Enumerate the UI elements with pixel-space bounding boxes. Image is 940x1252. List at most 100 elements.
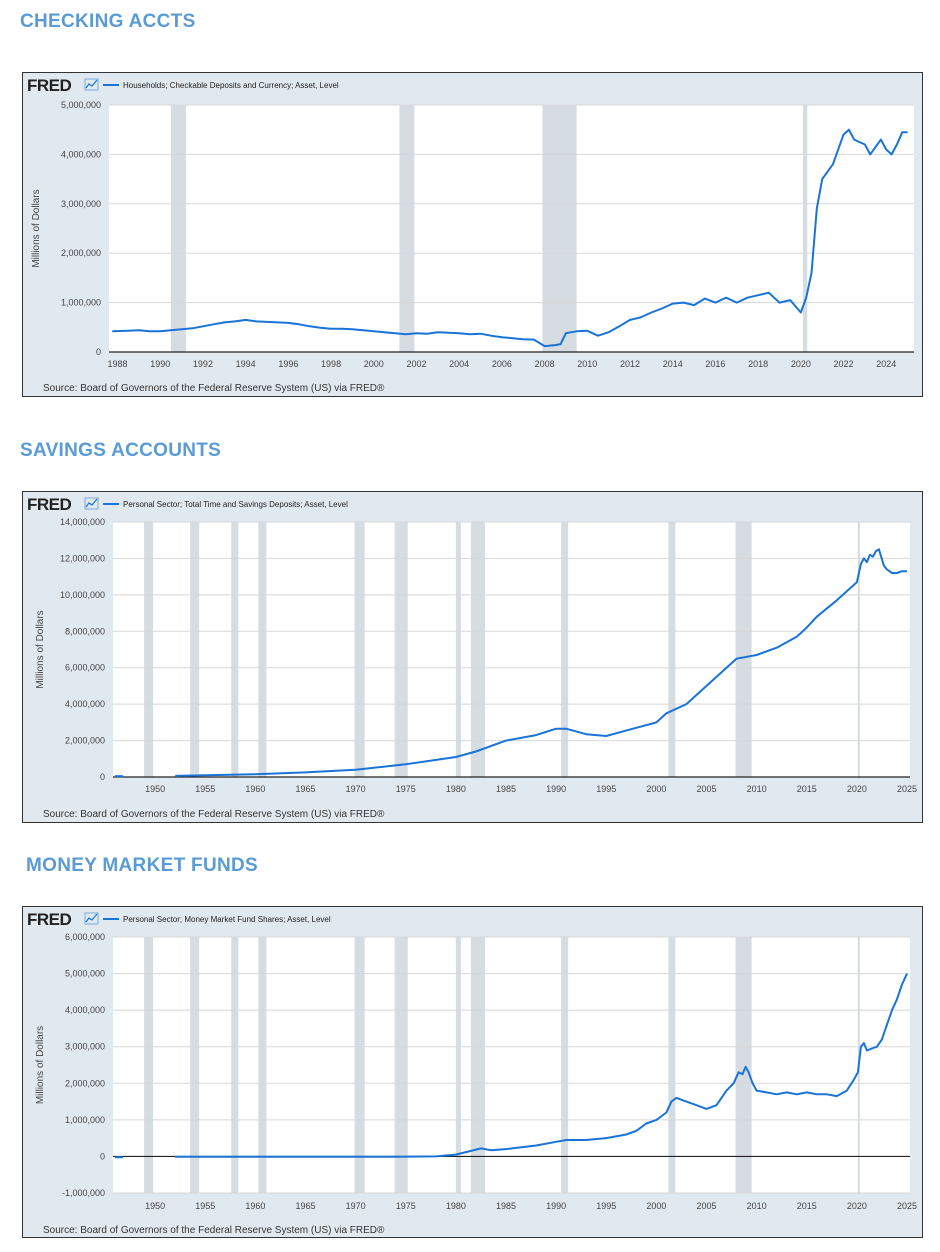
recession-band	[394, 522, 408, 777]
x-tick-label: 1970	[346, 784, 366, 794]
x-tick-label: 1955	[195, 784, 215, 794]
x-tick-label: 1995	[596, 784, 616, 794]
recession-band	[231, 522, 239, 777]
y-tick-label: 1,000,000	[65, 1115, 105, 1125]
x-tick-label: 2008	[535, 359, 555, 369]
recession-band	[258, 937, 267, 1193]
recession-band	[735, 937, 752, 1193]
plot-area	[109, 105, 914, 352]
x-tick-label: 2015	[797, 1201, 817, 1211]
x-tick-label: 2000	[646, 1201, 666, 1211]
x-tick-label: 1990	[150, 359, 170, 369]
x-tick-label: 2020	[847, 784, 867, 794]
recession-band	[470, 522, 485, 777]
x-tick-label: 1988	[108, 359, 128, 369]
y-axis-label: Millions of Dollars	[35, 1026, 46, 1104]
x-tick-label: 2020	[791, 359, 811, 369]
x-tick-label: 1975	[396, 784, 416, 794]
y-tick-label: 10,000,000	[60, 590, 105, 600]
heading-savings: SAVINGS ACCOUNTS	[20, 440, 222, 461]
y-tick-label: 2,000,000	[61, 248, 101, 258]
x-tick-label: 2010	[747, 1201, 767, 1211]
y-tick-label: -1,000,000	[62, 1188, 105, 1198]
x-tick-label: 2000	[646, 784, 666, 794]
x-tick-label: 2005	[696, 784, 716, 794]
recession-band	[668, 937, 676, 1193]
fred-logo: FRED	[27, 76, 72, 95]
x-tick-label: 2002	[406, 359, 426, 369]
recession-band	[144, 522, 154, 777]
fred-logo: FRED	[27, 910, 72, 929]
y-tick-label: 3,000,000	[61, 199, 101, 209]
x-tick-label: 1970	[346, 1201, 366, 1211]
chart-money-market: -1,000,000 0 1,000,000 2,000,000 3,000,000 4,…	[22, 906, 923, 1238]
x-tick-label: 2010	[577, 359, 597, 369]
y-tick-label: 5,000,000	[61, 100, 101, 110]
x-tick-label: 1975	[396, 1201, 416, 1211]
x-tick-label: 2006	[492, 359, 512, 369]
y-tick-label: 0	[100, 1151, 105, 1161]
recession-band	[231, 937, 239, 1193]
fred-chart-icon	[84, 78, 99, 91]
y-tick-label: 14,000,000	[60, 517, 105, 527]
y-axis-label: Millions of Dollars	[35, 610, 46, 688]
x-tick-label: 2012	[620, 359, 640, 369]
fred-chart-icon	[84, 912, 99, 925]
chart-checking: 0 1,000,000 2,000,000 3,000,000 4,000,000 5,0…	[22, 72, 923, 397]
x-tick-label: 2016	[705, 359, 725, 369]
y-tick-label: 4,000,000	[65, 699, 105, 709]
recession-band	[561, 522, 569, 777]
fred-logo: FRED	[27, 495, 72, 514]
legend-label: Personal Sector; Total Time and Savings …	[123, 500, 348, 509]
x-tick-label: 1985	[496, 784, 516, 794]
x-tick-label: 1992	[193, 359, 213, 369]
x-tick-label: 2000	[364, 359, 384, 369]
y-tick-label: 12,000,000	[60, 553, 105, 563]
recession-band	[354, 522, 365, 777]
recession-band	[190, 937, 200, 1193]
series-line	[114, 548, 907, 778]
recession-band	[470, 937, 485, 1193]
x-tick-label: 2010	[747, 784, 767, 794]
x-tick-label: 2005	[696, 1201, 716, 1211]
x-tick-label: 2014	[663, 359, 683, 369]
recession-band	[455, 522, 461, 777]
x-tick-label: 1960	[245, 784, 265, 794]
x-tick-label: 1994	[236, 359, 256, 369]
x-tick-label: 1996	[278, 359, 298, 369]
x-tick-label: 2025	[897, 1201, 917, 1211]
recession-band	[190, 522, 200, 777]
heading-checking: CHECKING ACCTS	[20, 11, 196, 32]
chart-savings: 0 2,000,000 4,000,000 6,000,000 8,000,000 10,…	[22, 491, 923, 823]
x-tick-label: 1998	[321, 359, 341, 369]
legend-label: Personal Sector; Money Market Fund Share…	[123, 915, 331, 924]
x-tick-label: 1990	[546, 1201, 566, 1211]
x-tick-label: 2025	[897, 784, 917, 794]
chart-svg: -1,000,000 0 1,000,000 2,000,000 3,000,000 4,…	[27, 910, 917, 1236]
x-tick-label: 1960	[245, 1201, 265, 1211]
chart-svg: 0 2,000,000 4,000,000 6,000,000 8,000,000 10,…	[27, 495, 917, 820]
x-tick-label: 1965	[295, 1201, 315, 1211]
plot-area	[113, 522, 910, 777]
y-tick-label: 6,000,000	[65, 663, 105, 673]
recession-band	[857, 522, 860, 777]
y-tick-label: 0	[96, 347, 101, 357]
y-tick-label: 4,000,000	[61, 149, 101, 159]
recession-band	[144, 937, 154, 1193]
x-tick-label: 2015	[797, 784, 817, 794]
recession-band	[735, 522, 752, 777]
recession-band	[802, 105, 808, 352]
x-tick-label: 1955	[195, 1201, 215, 1211]
recession-band	[399, 105, 415, 352]
x-tick-label: 2022	[834, 359, 854, 369]
x-tick-label: 2018	[748, 359, 768, 369]
source-note: Source: Board of Governors of the Federa…	[43, 809, 385, 820]
y-tick-label: 4,000,000	[65, 1005, 105, 1015]
x-tick-label: 1985	[496, 1201, 516, 1211]
x-tick-label: 1980	[446, 784, 466, 794]
y-tick-label: 5,000,000	[65, 969, 105, 979]
recession-band	[258, 522, 267, 777]
x-tick-label: 1965	[295, 784, 315, 794]
y-tick-label: 2,000,000	[65, 1078, 105, 1088]
x-tick-label: 1995	[596, 1201, 616, 1211]
